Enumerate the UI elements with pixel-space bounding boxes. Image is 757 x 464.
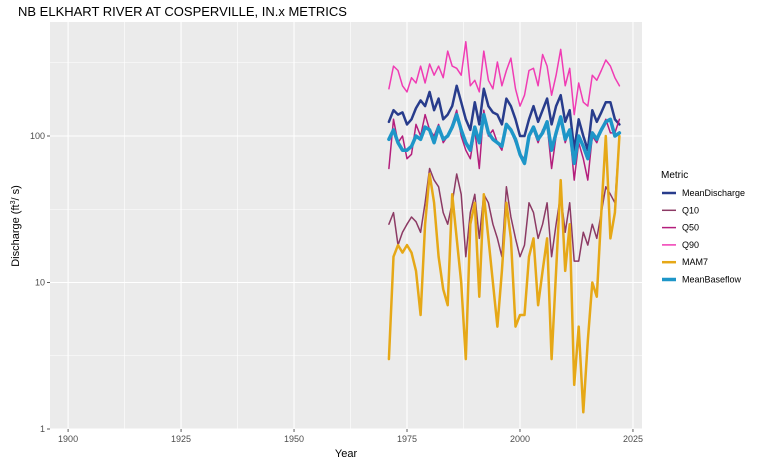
- legend: Metric MeanDischarge Q10 Q50 Q90 MAM7 MeanBas…: [661, 170, 745, 285]
- y-axis-title-tail: / s): [10, 185, 22, 200]
- legend-label: MeanDischarge: [682, 188, 745, 198]
- x-tick-label: 1950: [284, 434, 304, 444]
- y-axis-title: Discharge (ft3/ s): [10, 185, 22, 267]
- legend-label: MAM7: [682, 257, 708, 267]
- legend-label: Q10: [682, 205, 699, 215]
- plot-panel: [50, 22, 642, 429]
- x-axis: 1900 1925 1950 1975 2000 2025: [58, 429, 643, 444]
- y-axis-title-main: Discharge (ft: [10, 204, 22, 266]
- x-axis-title: Year: [335, 448, 358, 460]
- series-lines: [387, 40, 622, 414]
- chart-title: NB ELKHART RIVER AT COSPERVILLE, IN.x ME…: [18, 4, 347, 19]
- x-tick-label: 1925: [171, 434, 191, 444]
- legend-label: Q50: [682, 223, 699, 233]
- major-gridlines: [50, 22, 642, 430]
- series-line-meanbaseflow: [387, 112, 622, 166]
- y-axis: 1 10 100: [30, 131, 50, 434]
- y-tick-label: 1: [40, 424, 45, 434]
- series-line-mam7: [387, 134, 621, 414]
- series-line-meandischarge: [387, 84, 621, 152]
- x-tick-label: 2025: [623, 434, 643, 444]
- legend-label: MeanBaseflow: [682, 275, 742, 285]
- y-tick-label: 10: [35, 277, 45, 287]
- x-tick-label: 2000: [510, 434, 530, 444]
- legend-title: Metric: [661, 170, 688, 181]
- y-tick-label: 100: [30, 131, 45, 141]
- y-axis-title-sup: 3: [10, 200, 17, 204]
- series-line-q90: [388, 40, 621, 116]
- x-tick-label: 1975: [397, 434, 417, 444]
- minor-gridlines: [50, 22, 642, 429]
- legend-label: Q90: [682, 240, 699, 250]
- x-tick-label: 1900: [58, 434, 78, 444]
